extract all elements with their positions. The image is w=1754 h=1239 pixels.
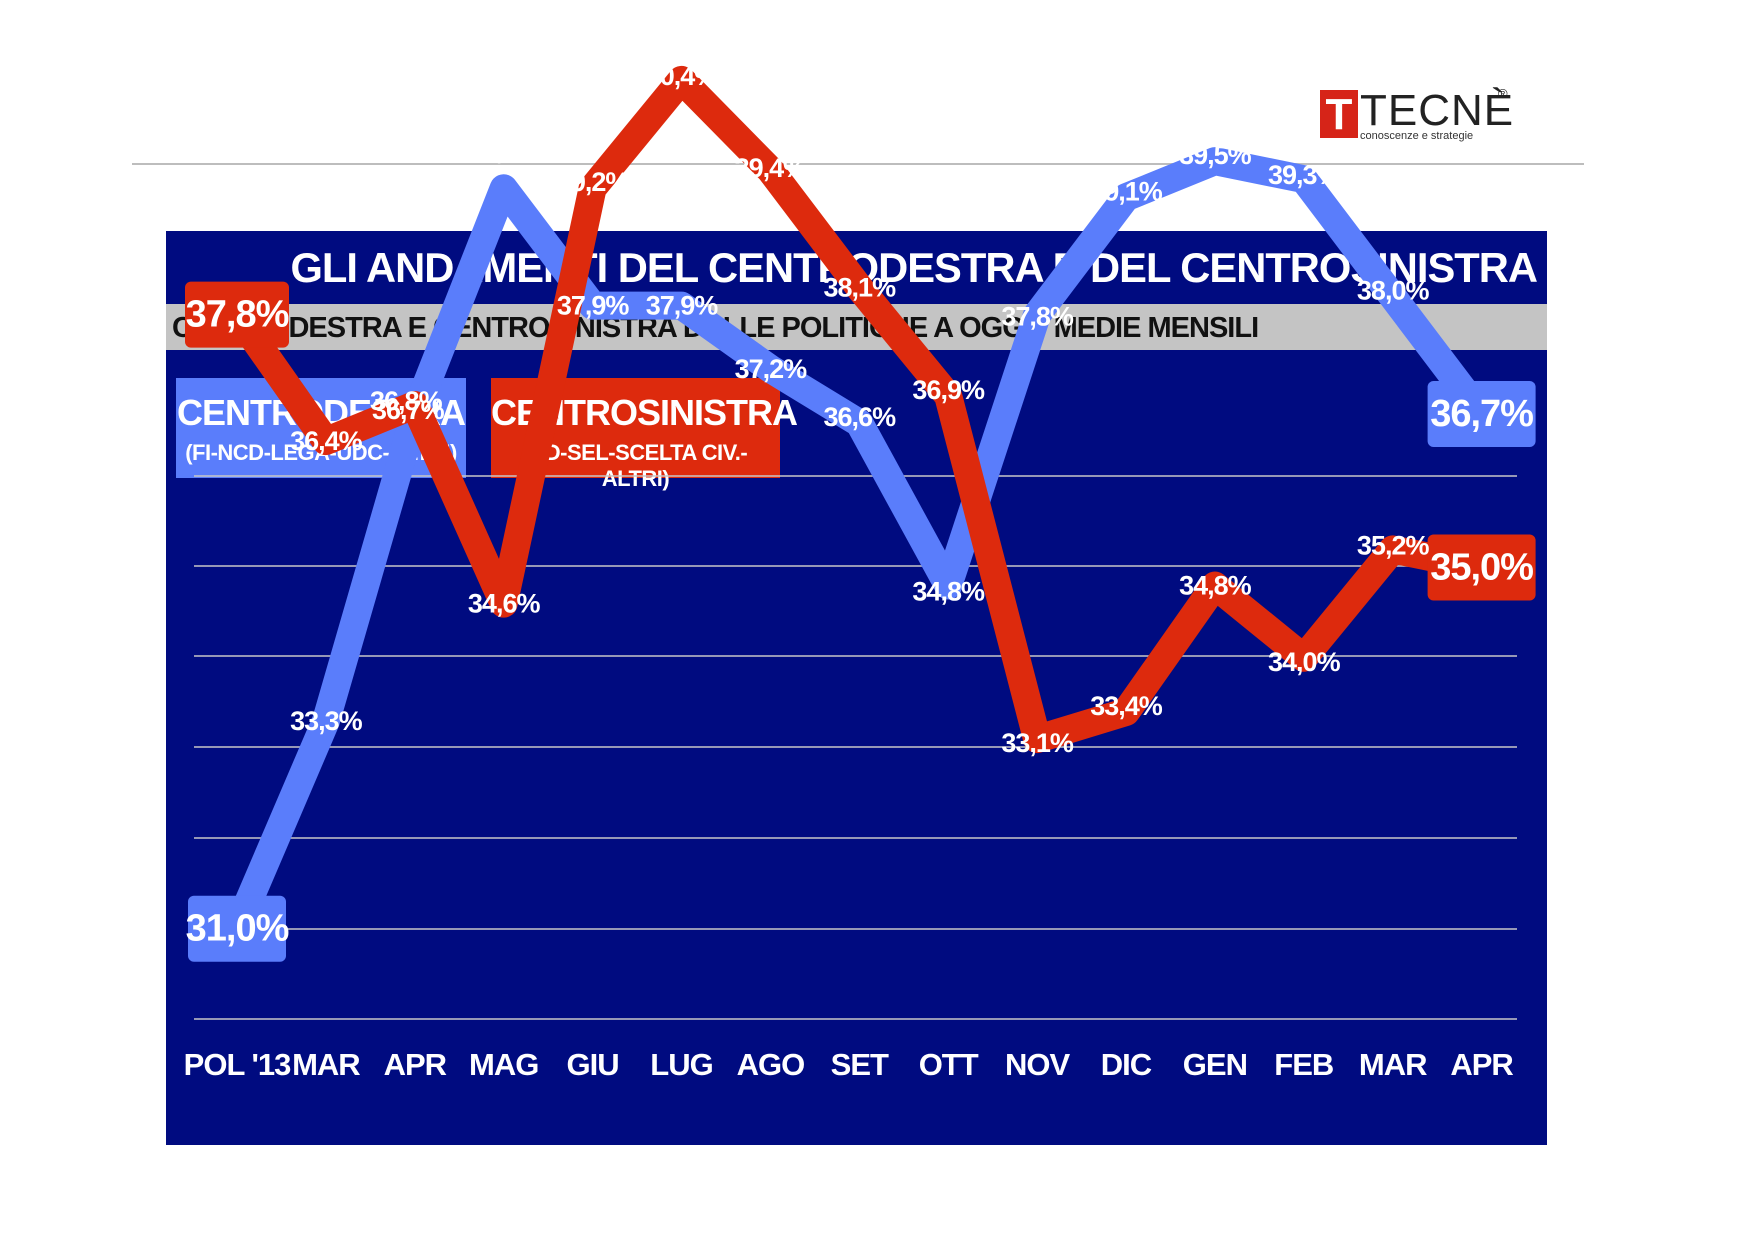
data-label: 33,1% bbox=[1001, 728, 1074, 758]
data-label: 34,0% bbox=[1268, 647, 1341, 677]
data-label: 35,2% bbox=[1357, 530, 1430, 560]
x-tick-label: OTT bbox=[919, 1047, 979, 1082]
page-title: GLI ANDAMENTI DEL CENTRODESTRA E DEL CEN… bbox=[290, 244, 1538, 291]
data-label: 37,9% bbox=[557, 291, 630, 321]
header-divider bbox=[132, 163, 1584, 165]
x-tick-label: NOV bbox=[1005, 1047, 1071, 1082]
x-tick-label: MAR bbox=[1359, 1047, 1427, 1082]
series-line-centrosinistra bbox=[223, 65, 1496, 754]
data-label: 36,7% bbox=[372, 395, 445, 425]
data-label: 37,2% bbox=[735, 354, 808, 384]
logo-brand: TECNÈ bbox=[1360, 86, 1515, 135]
data-label: 39,5% bbox=[1179, 140, 1252, 170]
data-label: 40,4% bbox=[646, 61, 719, 91]
logo-tagline: conoscenze e strategie bbox=[1360, 130, 1474, 142]
endpoint-box bbox=[1427, 534, 1536, 601]
x-tick-label: POL '13 bbox=[184, 1047, 291, 1082]
data-label: 37,9% bbox=[646, 291, 719, 321]
x-tick-label: LUG bbox=[650, 1047, 712, 1082]
endpoint-box bbox=[185, 281, 289, 348]
x-tick-label: DIC bbox=[1101, 1047, 1152, 1082]
data-label: 35,0% bbox=[1430, 547, 1533, 589]
x-tick-label: SET bbox=[831, 1047, 889, 1082]
x-tick-label: GIU bbox=[567, 1047, 619, 1082]
subtitle-bar bbox=[166, 304, 1547, 350]
data-label: 36,8% bbox=[370, 386, 443, 416]
endpoint-box bbox=[1427, 380, 1536, 447]
data-label: 36,9% bbox=[912, 375, 985, 405]
data-label: 37,8% bbox=[186, 294, 289, 336]
data-label: 39,2% bbox=[468, 135, 541, 165]
data-label: 39,3% bbox=[1268, 160, 1341, 190]
x-tick-label: AGO bbox=[737, 1047, 805, 1082]
data-label: 36,6% bbox=[824, 402, 897, 432]
endpoint-box bbox=[188, 895, 286, 962]
tecne-logo: T TECNÈ ® conoscenze e strategie bbox=[1320, 84, 1520, 144]
data-label: 34,8% bbox=[1179, 571, 1252, 601]
data-label: 34,6% bbox=[468, 589, 541, 619]
data-label: 36,7% bbox=[1430, 393, 1533, 435]
data-label: 37,8% bbox=[1001, 302, 1074, 332]
data-label: 39,1% bbox=[1090, 176, 1163, 206]
data-label: 38,1% bbox=[824, 273, 897, 303]
x-tick-label: APR bbox=[384, 1047, 447, 1082]
data-label: 38,0% bbox=[1357, 276, 1430, 306]
x-tick-label: MAR bbox=[292, 1047, 360, 1082]
data-label: 39,4% bbox=[735, 153, 808, 183]
data-label: 31,0% bbox=[186, 908, 289, 950]
data-label: 33,3% bbox=[290, 706, 363, 736]
series-line-centrodestra bbox=[223, 147, 1496, 943]
logo-registered-mark: ® bbox=[1498, 86, 1508, 101]
x-tick-label: MAG bbox=[469, 1047, 538, 1082]
data-label: 36,4% bbox=[290, 426, 363, 456]
x-tick-label: FEB bbox=[1274, 1047, 1333, 1082]
x-tick-label: APR bbox=[1450, 1047, 1513, 1082]
x-tick-label: GEN bbox=[1183, 1047, 1247, 1082]
data-label: 34,8% bbox=[912, 577, 985, 607]
logo-mark: T bbox=[1320, 90, 1358, 139]
data-label: 33,4% bbox=[1090, 691, 1163, 721]
legend-subtitle: (PD-SEL-SCELTA CIV.-ALTRI) bbox=[523, 440, 748, 491]
data-label: 39,2% bbox=[557, 167, 630, 197]
